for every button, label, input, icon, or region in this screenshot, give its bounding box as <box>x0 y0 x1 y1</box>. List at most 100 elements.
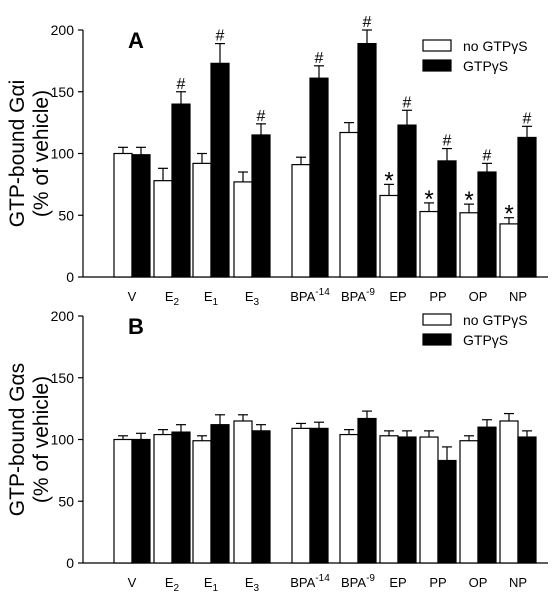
significance-star: * <box>384 167 393 194</box>
bar-no-gtpgs <box>291 427 311 564</box>
significance-hash: # <box>216 28 225 45</box>
legend-label: GTPγS <box>463 332 508 348</box>
x-tick-label: E3 <box>245 289 260 308</box>
y-tick-label: 150 <box>51 370 75 386</box>
bar-no-gtpgs <box>291 164 311 278</box>
y-tick-label: 50 <box>58 207 74 223</box>
bar-gtpgs <box>210 424 230 564</box>
x-tick-label: EP <box>389 289 406 304</box>
bar-gtpgs <box>171 103 191 278</box>
bar-gtpgs <box>309 77 329 278</box>
y-tick-label: 200 <box>51 22 75 38</box>
bar-gtpgs <box>477 171 497 278</box>
bar-no-gtpgs <box>379 435 399 564</box>
y-tick-label: 100 <box>51 432 75 448</box>
x-tick-label: BPA-14 <box>290 287 330 304</box>
bar-gtpgs <box>131 438 151 564</box>
panel-label: B <box>128 314 144 339</box>
bar-no-gtpgs <box>113 152 133 278</box>
bar-no-gtpgs <box>459 440 479 564</box>
bar-no-gtpgs <box>499 223 519 278</box>
bar-gtpgs <box>397 124 417 278</box>
x-tick-label: OP <box>469 575 488 590</box>
significance-star: * <box>504 201 513 228</box>
bar-gtpgs <box>437 160 457 278</box>
bar-no-gtpgs <box>419 210 439 278</box>
bar-gtpgs <box>397 436 417 564</box>
bar-no-gtpgs <box>419 436 439 564</box>
x-tick-label: EP <box>389 575 406 590</box>
x-tick-label: PP <box>429 289 446 304</box>
bar-no-gtpgs <box>339 131 359 278</box>
legend-label: no GTPγS <box>463 312 528 328</box>
bar-no-gtpgs <box>499 420 519 564</box>
panel-label: A <box>128 28 144 53</box>
bar-gtpgs <box>251 134 271 278</box>
bar-gtpgs <box>357 417 377 564</box>
x-tick-label: BPA-14 <box>290 573 330 590</box>
bar-gtpgs <box>171 431 191 564</box>
legend-swatch <box>422 39 452 52</box>
y-tick-label: 0 <box>66 555 74 571</box>
significance-hash: # <box>443 133 452 150</box>
legend-label: GTPγS <box>463 58 508 74</box>
y-tick-label: 200 <box>51 308 75 324</box>
significance-hash: # <box>363 14 372 31</box>
significance-star: * <box>464 187 473 214</box>
x-tick-label: E1 <box>204 289 219 308</box>
bar-no-gtpgs <box>153 433 173 564</box>
y-axis-label-unit: (% of vehicle) <box>30 376 53 503</box>
legend-swatch <box>422 59 452 72</box>
bar-no-gtpgs <box>113 438 133 564</box>
bar-gtpgs <box>251 430 271 564</box>
x-tick-label: BPA-9 <box>341 287 375 304</box>
significance-hash: # <box>257 108 266 125</box>
legend-label: no GTPγS <box>463 38 528 54</box>
y-tick-label: 150 <box>51 84 75 100</box>
y-axis-label: GTP-bound Gαs <box>6 363 29 516</box>
significance-hash: # <box>177 76 186 93</box>
significance-star: * <box>424 186 433 213</box>
bar-gtpgs <box>131 154 151 278</box>
x-tick-label: V <box>128 575 137 590</box>
bar-no-gtpgs <box>339 433 359 564</box>
significance-hash: # <box>315 50 324 67</box>
x-tick-label: PP <box>429 575 446 590</box>
legend-swatch <box>422 333 452 346</box>
bar-no-gtpgs <box>153 180 173 278</box>
significance-hash: # <box>523 110 532 127</box>
y-tick-label: 0 <box>66 269 74 285</box>
y-axis-label-unit: (% of vehicle) <box>30 90 53 217</box>
bar-no-gtpgs <box>459 212 479 278</box>
bar-no-gtpgs <box>192 162 212 278</box>
significance-hash: # <box>403 94 412 111</box>
bar-no-gtpgs <box>233 420 253 564</box>
legend-swatch <box>422 313 452 326</box>
significance-hash: # <box>483 147 492 164</box>
x-tick-label: BPA-9 <box>341 573 375 590</box>
x-tick-label: E2 <box>165 575 180 594</box>
x-tick-label: E1 <box>204 575 219 594</box>
bar-gtpgs <box>517 436 537 564</box>
chart-panel-b: 0 50 100 150 200 GTP-bound Gαs (% of vehicle) B… <box>6 308 548 594</box>
bar-gtpgs <box>309 427 329 564</box>
bar-gtpgs <box>437 459 457 564</box>
bar-no-gtpgs <box>233 181 253 278</box>
bar-gtpgs <box>477 426 497 564</box>
bar-gtpgs <box>517 136 537 278</box>
x-tick-label: NP <box>509 289 527 304</box>
y-tick-label: 50 <box>58 493 74 509</box>
chart-panel-a: 0 50 100 150 200 GTP-bound Gαi (% of vehicle) A… <box>6 14 548 308</box>
bar-gtpgs <box>357 42 377 278</box>
y-tick-label: 100 <box>51 146 75 162</box>
bar-no-gtpgs <box>379 194 399 278</box>
x-tick-label: V <box>128 289 137 304</box>
x-tick-label: OP <box>469 289 488 304</box>
x-tick-label: E2 <box>165 289 180 308</box>
x-tick-label: E3 <box>245 575 260 594</box>
bar-no-gtpgs <box>192 440 212 564</box>
y-axis-label: GTP-bound Gαi <box>6 80 29 228</box>
x-tick-label: NP <box>509 575 527 590</box>
bar-gtpgs <box>210 62 230 278</box>
